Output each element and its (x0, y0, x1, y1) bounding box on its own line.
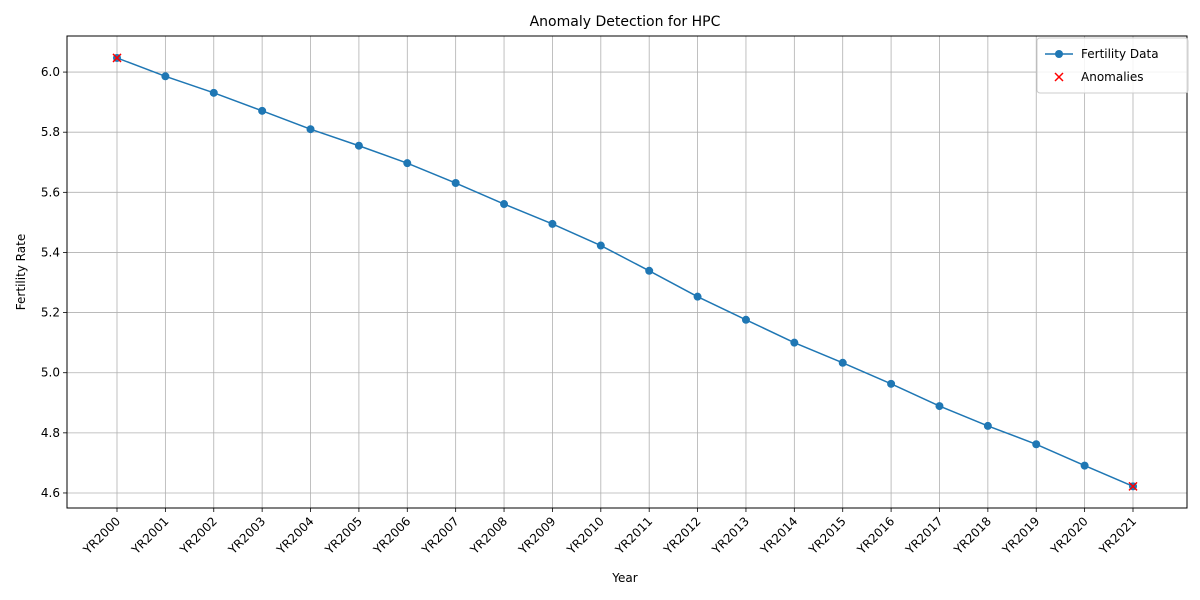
y-axis-label: Fertility Rate (14, 234, 28, 310)
data-point (790, 338, 799, 347)
x-tick-label: YR2003 (225, 514, 268, 557)
data-point (1080, 461, 1089, 470)
y-tick-label: 6.0 (41, 65, 60, 79)
x-tick-label: YR2009 (515, 514, 558, 557)
data-point (306, 125, 315, 134)
x-tick-label: YR2014 (757, 514, 800, 557)
x-tick-label: YR2002 (177, 514, 220, 557)
data-point (983, 421, 992, 430)
legend-label-anomalies: Anomalies (1081, 70, 1144, 84)
x-tick-label: YR2000 (80, 514, 123, 557)
legend-circle-marker (1055, 50, 1063, 58)
y-tick-label: 5.2 (41, 306, 60, 320)
x-tick-label: YR2004 (273, 514, 316, 557)
x-axis-label: Year (611, 571, 637, 585)
anomaly-layer (112, 53, 1138, 491)
legend-box (1036, 37, 1189, 94)
x-tick-label: YR2019 (999, 514, 1042, 557)
x-tick-label: YR2001 (128, 514, 171, 557)
data-point (451, 179, 460, 188)
data-point (354, 141, 363, 150)
legend: Fertility Data Anomalies (1036, 37, 1189, 94)
chart-title: Anomaly Detection for HPC (530, 14, 721, 30)
data-point (258, 106, 267, 115)
x-tick-label: YR2015 (806, 514, 849, 557)
x-ticks: YR2000 YR2001 YR2002 YR2003 YR2004 YR2005 YR20… (80, 508, 1139, 558)
data-point (209, 88, 218, 97)
data-point (596, 241, 605, 250)
data-point (548, 219, 557, 228)
y-tick-label: 5.8 (41, 125, 60, 139)
data-point (161, 72, 170, 81)
legend-x-marker (1054, 72, 1064, 82)
data-point (1032, 440, 1041, 449)
x-tick-label: YR2020 (1047, 514, 1090, 557)
x-tick-label: YR2021 (1096, 514, 1139, 557)
series-line (116, 57, 1134, 488)
anomaly-marker (112, 53, 122, 63)
data-point (887, 379, 896, 388)
legend-x-stroke (1054, 72, 1064, 82)
y-tick-label: 5.4 (41, 245, 60, 259)
data-point (838, 358, 847, 367)
data-point (693, 292, 702, 301)
x-tick-label: YR2010 (564, 514, 607, 557)
x-tick-label: YR2006 (370, 514, 413, 557)
x-tick-label: YR2008 (467, 514, 510, 557)
data-point (741, 315, 750, 324)
y-tick-label: 4.8 (41, 426, 60, 440)
y-tick-label: 4.6 (41, 486, 60, 500)
x-tick-label: YR2005 (322, 514, 365, 557)
data-point (645, 266, 654, 275)
y-ticks: 4.6 4.8 5.0 5.2 5.4 5.6 5.8 6.0 (41, 65, 67, 500)
y-tick-label: 5.0 (41, 366, 60, 380)
x-tick-label: YR2012 (660, 514, 703, 557)
plot-frame (66, 35, 1188, 509)
x-tick-label: YR2018 (951, 514, 994, 557)
anomaly-stroke (1128, 481, 1138, 491)
x-tick-label: YR2013 (709, 514, 752, 557)
anomaly-marker (1128, 481, 1138, 491)
x-tick-label: YR2017 (902, 514, 945, 557)
data-point (403, 159, 412, 168)
x-tick-label: YR2007 (418, 514, 461, 557)
data-point (935, 402, 944, 411)
x-tick-label: YR2011 (612, 514, 655, 557)
x-tick-label: YR2016 (854, 514, 897, 557)
anomaly-stroke (112, 53, 122, 63)
grid-layer (67, 36, 1187, 508)
y-tick-label: 5.6 (41, 185, 60, 199)
series-layer (113, 53, 1137, 491)
data-point (500, 200, 509, 209)
legend-label-fertility: Fertility Data (1081, 47, 1159, 61)
